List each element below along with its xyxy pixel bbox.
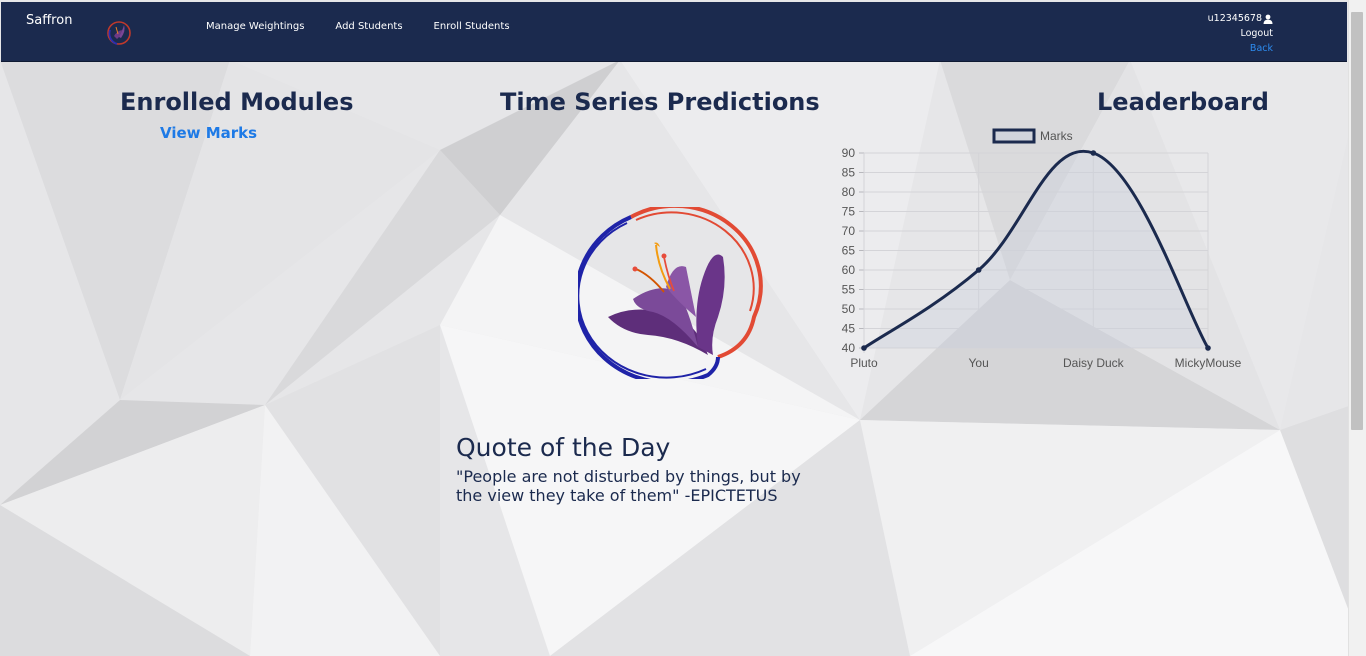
y-tick-label: 40 <box>842 341 856 355</box>
user-icon <box>1263 14 1273 24</box>
y-tick-label: 60 <box>842 263 856 277</box>
data-point <box>975 267 982 273</box>
page-scrollbar[interactable] <box>1348 0 1366 656</box>
leaderboard-heading: Leaderboard <box>1097 88 1269 116</box>
logout-link[interactable]: Logout <box>1240 28 1273 39</box>
data-point <box>861 345 867 351</box>
enrolled-modules-heading: Enrolled Modules <box>120 88 354 116</box>
x-tick-label: Daisy Duck <box>1063 356 1125 370</box>
view-marks-link[interactable]: View Marks <box>160 124 258 142</box>
user-menu: u12345678 Logout Back <box>1208 11 1273 56</box>
back-link[interactable]: Back <box>1249 43 1273 54</box>
saffron-logo-icon <box>578 207 763 379</box>
y-tick-label: 80 <box>842 185 856 199</box>
data-point <box>1205 345 1211 351</box>
nav-manage-weightings[interactable]: Manage Weightings <box>206 21 305 32</box>
username: u12345678 <box>1207 13 1262 24</box>
scrollbar-thumb[interactable] <box>1351 12 1363 430</box>
y-tick-label: 65 <box>842 244 856 258</box>
y-tick-label: 70 <box>842 224 856 238</box>
x-tick-label: MickyMouse <box>1175 356 1242 370</box>
series-fill <box>864 151 1208 348</box>
legend-label: Marks <box>1040 129 1073 143</box>
top-navbar: Saffron Manage Weightings Add Students E… <box>1 2 1347 62</box>
brand-name[interactable]: Saffron <box>26 13 73 28</box>
quote-text: "People are not disturbed by things, but… <box>456 467 801 505</box>
nav-enroll-students[interactable]: Enroll Students <box>433 21 510 32</box>
saffron-logo-icon[interactable] <box>105 17 133 49</box>
quote-title: Quote of the Day <box>456 433 671 462</box>
y-tick-label: 90 <box>842 146 856 160</box>
series-line <box>863 149 1210 350</box>
x-tick-label: You <box>969 356 989 370</box>
y-tick-label: 45 <box>842 322 856 336</box>
time-series-heading: Time Series Predictions <box>500 88 820 116</box>
y-tick-label: 75 <box>842 205 856 219</box>
y-tick-label: 85 <box>842 166 856 180</box>
y-tick-label: 55 <box>842 283 856 297</box>
data-point <box>1090 150 1097 156</box>
legend-swatch <box>992 128 1036 144</box>
leaderboard-chart: 40 45 50 55 60 65 70 75 80 85 90 Pluto You Daisy Duck… <box>842 128 1242 370</box>
nav-add-students[interactable]: Add Students <box>335 21 403 32</box>
x-tick-label: Pluto <box>850 356 878 370</box>
y-tick-label: 50 <box>842 302 856 316</box>
